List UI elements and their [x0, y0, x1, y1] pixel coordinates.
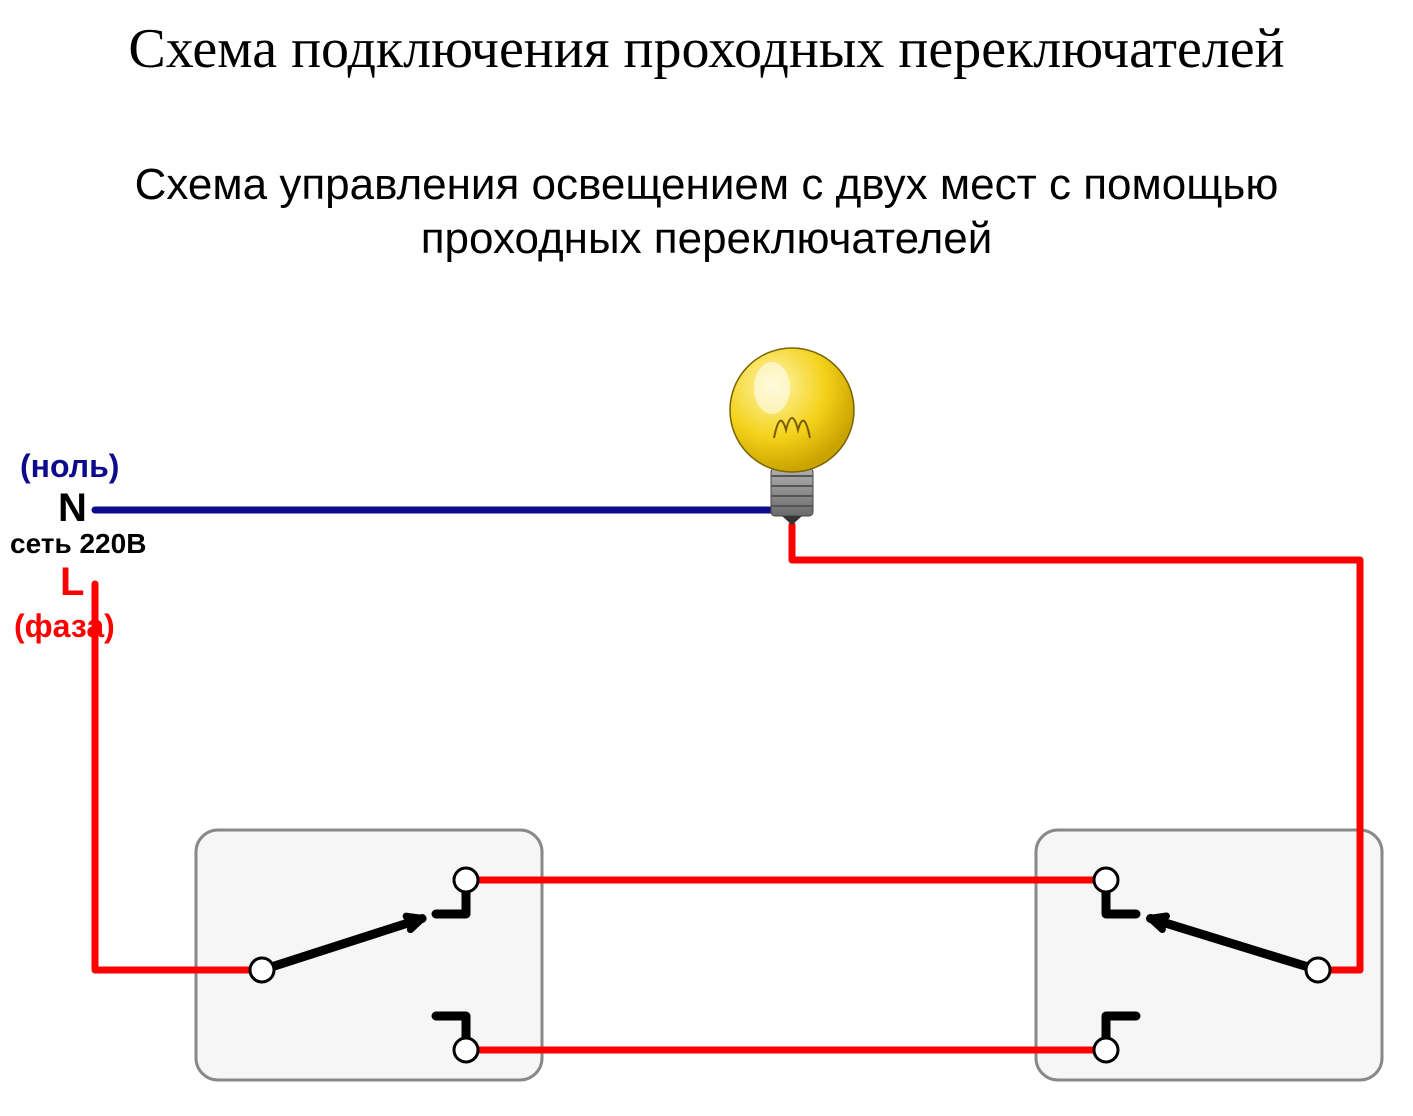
bulb-tip: [782, 516, 802, 525]
switch-sw1-terminal-bot: [454, 1038, 478, 1062]
switch-box-sw1: [196, 830, 542, 1080]
switch-sw2-terminal-common: [1306, 958, 1330, 982]
diagram-page: Схема подключения проходных переключател…: [0, 0, 1413, 1116]
switch-sw2-terminal-bot: [1094, 1038, 1118, 1062]
switch-sw1-terminal-common: [250, 958, 274, 982]
wiring-diagram-svg: [0, 0, 1413, 1116]
bulb-glass: [730, 348, 854, 472]
bulb-highlight: [754, 362, 790, 414]
switch-sw2-terminal-top: [1094, 868, 1118, 892]
switch-box-sw2: [1036, 830, 1382, 1080]
switch-sw1-terminal-top: [454, 868, 478, 892]
